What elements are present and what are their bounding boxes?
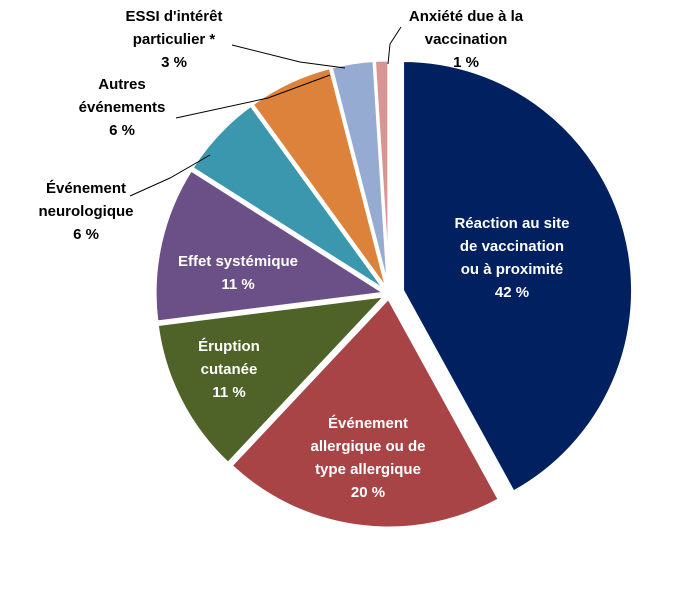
slice-label-line-site: Réaction au site: [454, 215, 569, 232]
slice-label-line-anxiety: Anxiété due à la: [409, 8, 524, 25]
slice-percent-rash: 11 %: [212, 384, 245, 401]
slice-label-other: Autres événements 6 %: [79, 76, 166, 139]
slice-label-line-allergic: type allergique: [315, 461, 421, 478]
slice-label-line-aesi: ESSI d'intérêt: [126, 8, 223, 25]
slice-percent-allergic: 20 %: [351, 484, 385, 501]
slice-label-systemic: Effet systémique 11 %: [178, 253, 298, 293]
slice-label-line-neuro: Événement: [46, 180, 126, 197]
pie-slice-allergic: [228, 295, 502, 530]
pie-slice-rash: [155, 293, 390, 466]
slice-label-line-anxiety: vaccination: [425, 31, 508, 48]
slice-percent-other: 6 %: [109, 122, 135, 139]
pie-slice-neuro: [189, 103, 388, 293]
leader-line-aesi: [231, 44, 346, 69]
leader-line-anxiety: [387, 26, 402, 65]
slice-label-aesi: ESSI d'intérêt particulier * 3 %: [126, 8, 223, 71]
slice-label-line-allergic: Événement: [328, 415, 408, 432]
slice-label-line-systemic: Effet systémique: [178, 253, 298, 270]
slice-label-line-other: événements: [79, 99, 166, 116]
pie-slices: [153, 58, 635, 530]
slice-percent-neuro: 6 %: [73, 226, 99, 243]
slice-percent-systemic: 11 %: [221, 276, 254, 293]
slice-label-anxiety: Anxiété due à la vaccination 1 %: [409, 8, 524, 71]
leader-line-neuro: [129, 154, 211, 197]
slice-label-line-neuro: neurologique: [39, 203, 134, 220]
slice-label-neuro: Événement neurologique 6 %: [39, 180, 134, 243]
slice-percent-anxiety: 1 %: [453, 54, 479, 71]
pie-slice-systemic: [153, 167, 390, 324]
slice-label-rash: Éruption cutanée 11 %: [198, 338, 260, 401]
pie-slice-site: [401, 59, 635, 495]
slice-label-line-site: de vaccination: [460, 238, 564, 255]
slice-percent-site: 42 %: [495, 284, 529, 301]
slice-label-line-rash: cutanée: [201, 361, 258, 378]
slice-label-line-aesi: particulier *: [133, 31, 216, 48]
slice-label-line-site: ou à proximité: [461, 261, 564, 278]
slice-percent-aesi: 3 %: [161, 54, 187, 71]
leader-lines: [129, 26, 402, 197]
leader-line-other: [175, 74, 331, 119]
slice-label-line-other: Autres: [98, 76, 146, 93]
slice-label-site: Réaction au site de vaccination ou à proxi…: [454, 215, 569, 301]
slice-label-allergic: Événement allergique ou de type allergique…: [310, 415, 425, 501]
slice-label-line-allergic: allergique ou de: [310, 438, 425, 455]
slice-label-line-rash: Éruption: [198, 338, 260, 355]
slice-labels: Réaction au site de vaccination ou à proxi…: [39, 8, 570, 501]
